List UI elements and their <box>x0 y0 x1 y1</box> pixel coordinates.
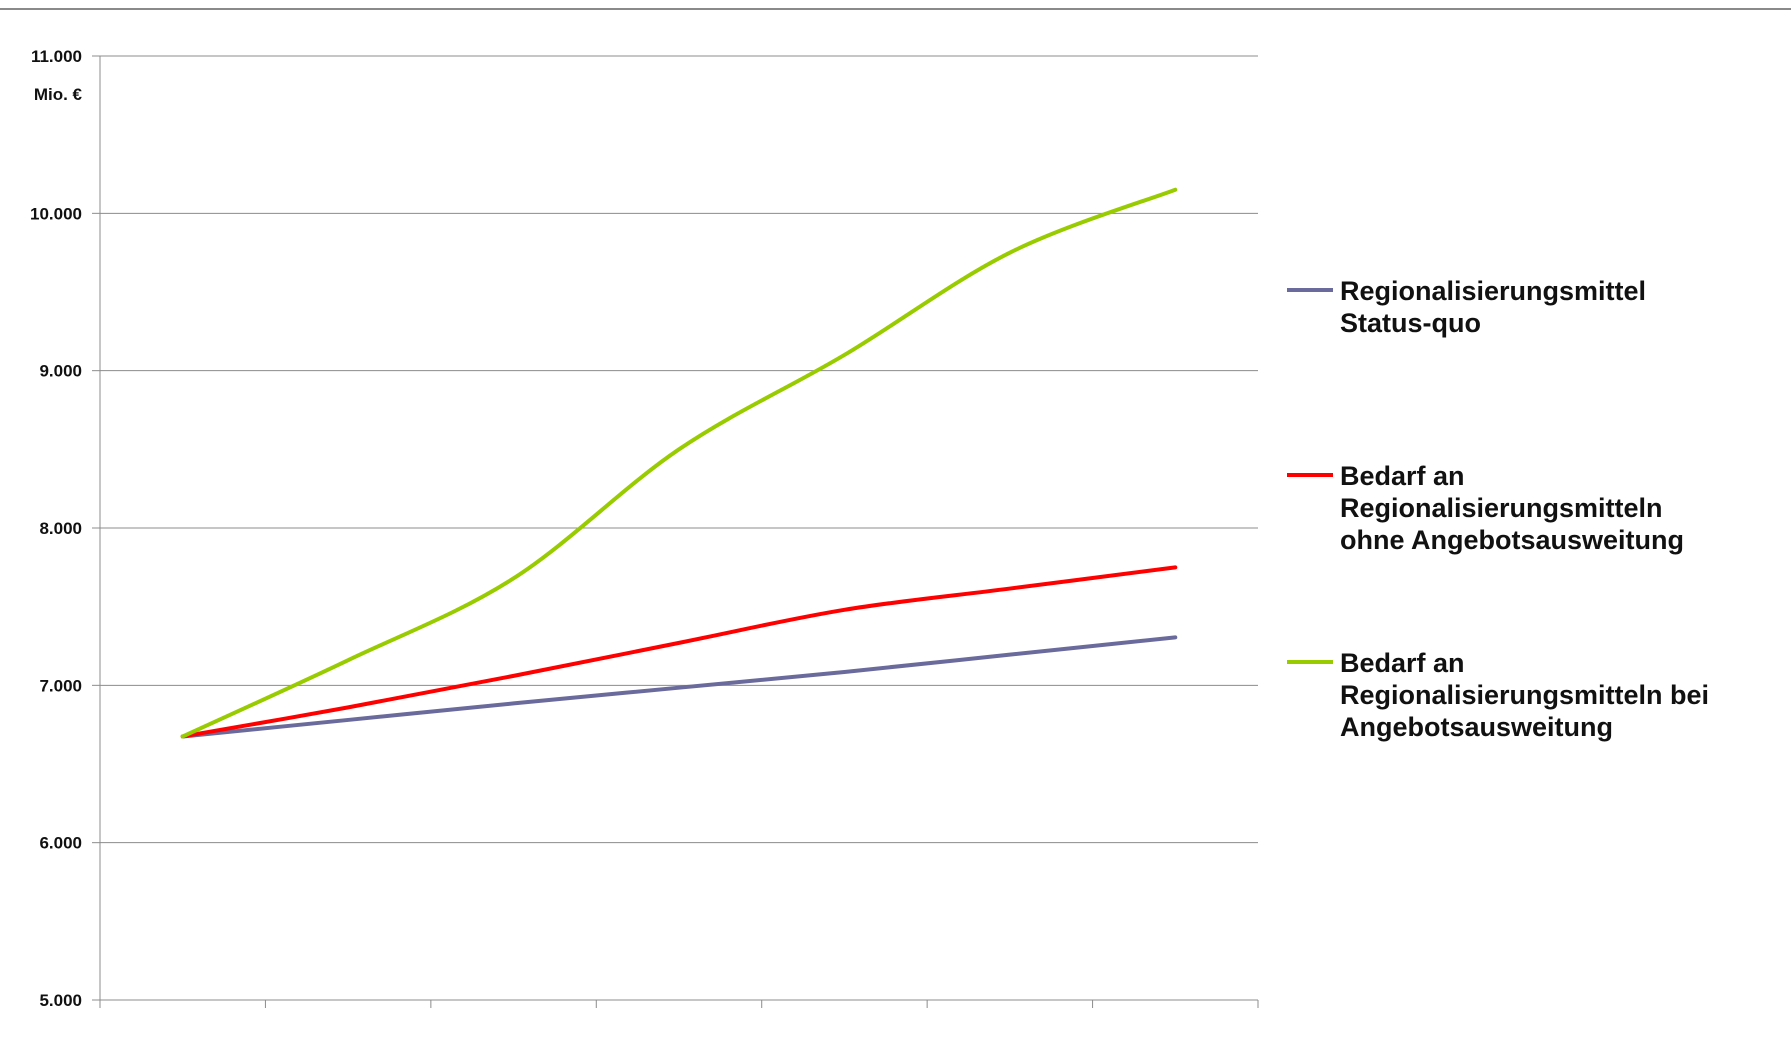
axes <box>92 55 1259 1008</box>
legend-label: Bedarf an <box>1340 648 1465 678</box>
series-line-2 <box>180 565 1178 739</box>
y-tick-label: 10.000 <box>30 204 82 223</box>
legend-label: Angebotsausweitung <box>1340 712 1613 742</box>
y-tick-label: 7.000 <box>39 676 82 695</box>
legend-label: ohne Angebotsausweitung <box>1340 525 1684 555</box>
y-tick-label: 5.000 <box>39 991 82 1010</box>
legend-label: Bedarf an <box>1340 461 1465 491</box>
legend-label: Status-quo <box>1340 308 1481 338</box>
y-tick-label: 11.000 <box>31 47 82 66</box>
top-rule <box>0 8 1791 10</box>
gridlines <box>100 55 1258 1001</box>
legend-label: Regionalisierungsmitteln <box>1340 493 1663 523</box>
y-tick-label: 8.000 <box>39 519 82 538</box>
y-tick-label: 9.000 <box>39 362 82 381</box>
legend-label: Regionalisierungsmitteln bei <box>1340 680 1709 710</box>
series-line-1 <box>180 635 1178 739</box>
y-unit-label: Mio. € <box>34 85 83 104</box>
series-lines <box>180 187 1178 739</box>
y-tick-label: 6.000 <box>39 834 82 853</box>
axis-labels: 5.000 6.000 7.000 8.000 9.000 10.000 11.000 Mio… <box>30 47 83 1010</box>
legend-label: Regionalisierungsmittel <box>1340 276 1646 306</box>
series-line-3 <box>180 187 1178 739</box>
